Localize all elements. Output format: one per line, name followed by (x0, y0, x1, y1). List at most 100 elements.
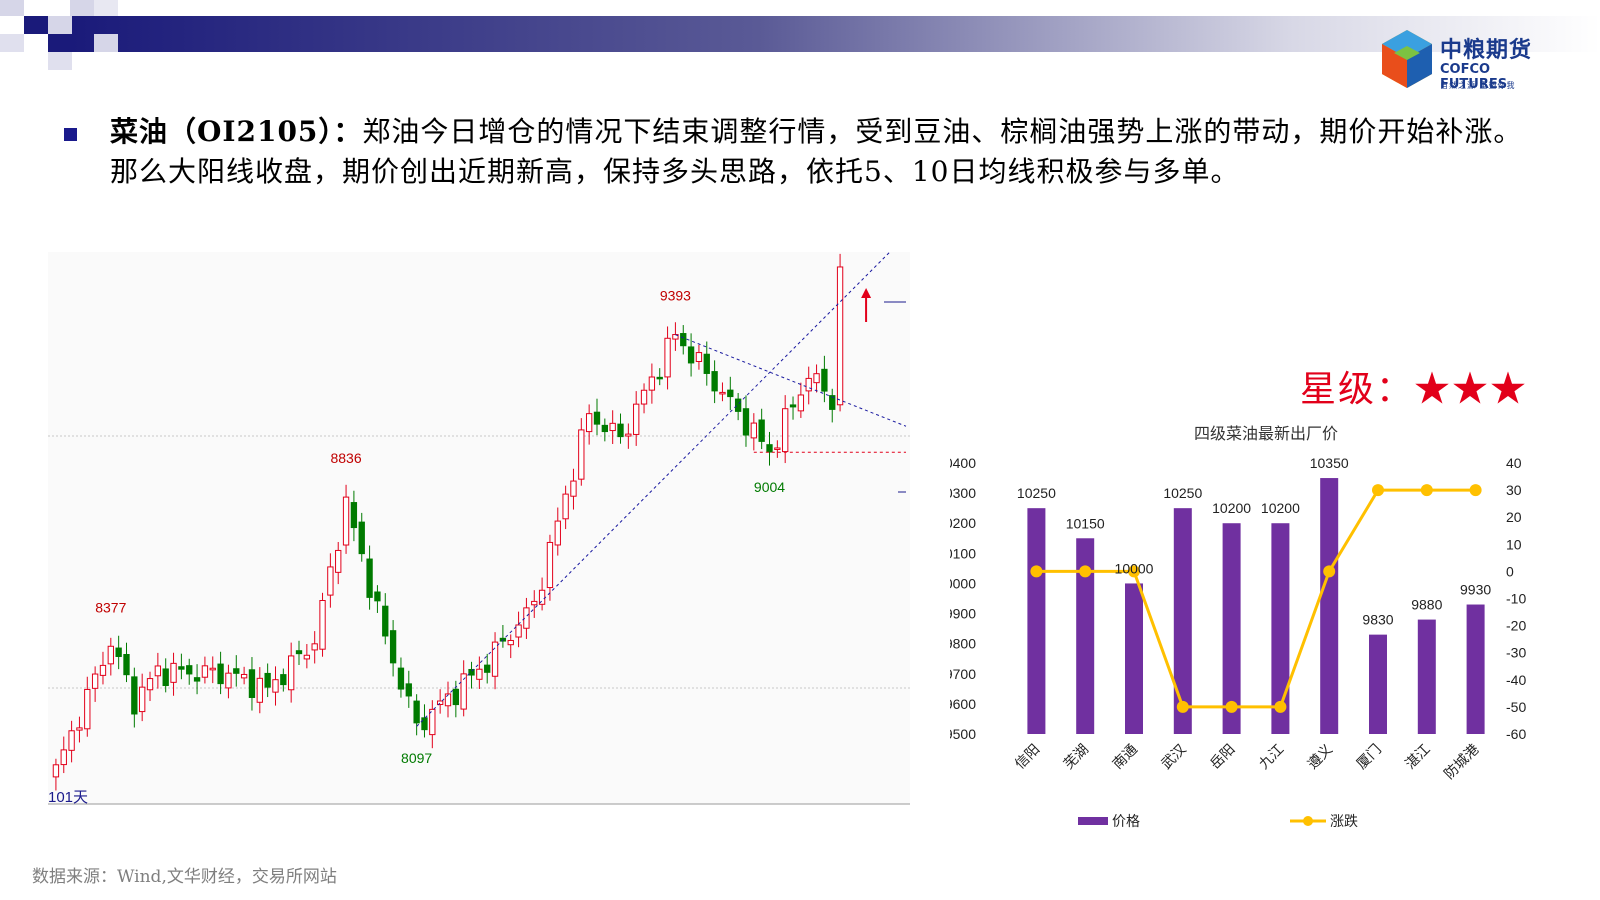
candle-body (570, 480, 577, 497)
category-label: 遵义 (1304, 741, 1336, 773)
candle-body (460, 673, 467, 710)
candle-body (397, 667, 405, 690)
resistance-trendline (675, 334, 907, 427)
candle-body (507, 639, 514, 646)
candle-body (758, 419, 765, 442)
commentary-body: 郑油今日增仓的情况下结束调整行情，受到豆油、棕榈油强势上涨的带动，期价开始补涨。… (110, 115, 1523, 188)
change-point (1274, 700, 1287, 713)
y-left-tick-label: 10200 (950, 515, 976, 531)
candle-body (648, 376, 656, 391)
support-trendline (416, 252, 891, 727)
candle-body (695, 352, 703, 362)
change-point (1225, 700, 1238, 713)
category-label: 防城港 (1441, 742, 1482, 783)
y-left-tick-label: 10000 (950, 575, 976, 591)
candle-body (115, 647, 122, 657)
candle-body (186, 665, 193, 675)
candle-body (625, 433, 632, 437)
bar-data-label: 10350 (1310, 455, 1349, 471)
banner-band (70, 16, 1600, 52)
candle-body (436, 700, 444, 706)
candlestick-chart: 837788368097939390049596101天 (48, 252, 910, 806)
candle-body (193, 677, 201, 682)
candle-body (554, 520, 561, 546)
change-point (1128, 565, 1140, 578)
y-left-tick-label: 10100 (950, 545, 976, 561)
header-banner (0, 0, 1600, 70)
candle-body (813, 373, 820, 384)
candle-body (288, 655, 295, 691)
candle-body (515, 624, 522, 638)
candle-body (617, 423, 624, 438)
candle-body (233, 668, 240, 674)
candle-body (264, 672, 271, 688)
change-point (1323, 565, 1336, 578)
candle-body (593, 411, 601, 425)
candle-body (170, 662, 177, 683)
candle-body (585, 413, 593, 433)
candle-body (774, 447, 781, 450)
logo-name-en: COFCO FUTURES (1440, 62, 1508, 92)
bar-data-label: 10150 (1066, 515, 1105, 531)
period-label: 101天 (48, 789, 88, 806)
candle-body (789, 404, 797, 408)
candle-body (562, 493, 569, 520)
y-right-tick-label: 30 (1506, 482, 1522, 498)
candle-body (123, 653, 130, 676)
rating: 星级：★★★ (1300, 360, 1528, 412)
y-right-tick-label: -10 (1506, 591, 1526, 607)
kline-annotation: 8377 (95, 599, 126, 615)
commentary: 菜油（OI2105）：郑油今日增仓的情况下结束调整行情，受到豆油、棕榈油强势上涨… (64, 112, 1544, 192)
candle-body (240, 673, 248, 679)
candle-body (68, 730, 75, 751)
candle-body (84, 688, 91, 730)
y-left-tick-label: 9600 (950, 696, 976, 712)
category-label: 南通 (1110, 742, 1141, 773)
y-right-tick-label: 0 (1506, 563, 1514, 579)
candle-body (444, 693, 452, 707)
candle-body (821, 368, 828, 392)
y-right-tick-label: -50 (1506, 699, 1526, 715)
price-bar (1222, 523, 1241, 734)
change-point (1420, 484, 1433, 497)
candle-body (711, 371, 718, 392)
candle-body (546, 541, 554, 589)
candle-body (609, 422, 616, 432)
candle-body (633, 403, 640, 435)
candle-body (358, 521, 365, 555)
bar-data-label: 9930 (1460, 582, 1491, 598)
candle-body (727, 389, 734, 398)
candle-body (782, 408, 789, 453)
candle-body (335, 549, 342, 573)
candle-body (687, 346, 695, 364)
commentary-highlight: 菜油（OI2105）： (110, 115, 363, 148)
candle-body (342, 496, 350, 546)
y-left-tick-label: 9700 (950, 666, 976, 682)
candle-body (578, 429, 585, 480)
source-note: 数据来源：Wind,文华财经，交易所网站 (32, 867, 337, 887)
candle-body (256, 677, 263, 703)
legend-bar-label: 价格 (1112, 814, 1140, 830)
category-label: 芜湖 (1060, 741, 1092, 773)
chart-title: 四级菜油最新出厂价 (1194, 425, 1338, 443)
up-arrow-icon (861, 288, 872, 298)
candle-body (484, 664, 491, 673)
logo-slogan: 自然之源 重塑你我 (1440, 81, 1516, 90)
category-label: 信阳 (1012, 742, 1043, 773)
y-right-tick-label: -60 (1506, 726, 1526, 742)
candle-body (272, 679, 279, 693)
bar-data-label: 10250 (1017, 485, 1056, 501)
price-bar (1271, 523, 1290, 734)
y-left-tick-label: 9800 (950, 636, 976, 652)
candle-body (750, 422, 757, 439)
rating-stars: ★★★ (1414, 369, 1529, 410)
candle-body (303, 654, 311, 660)
kline-annotation: 9004 (754, 479, 785, 495)
candle-body (734, 398, 742, 412)
candle-body (107, 645, 114, 665)
candle-body (178, 666, 185, 670)
bar-data-label: 10250 (1163, 485, 1202, 501)
candle-body (99, 664, 107, 676)
candle-body (468, 668, 475, 676)
legend-bar-swatch (1078, 817, 1108, 825)
